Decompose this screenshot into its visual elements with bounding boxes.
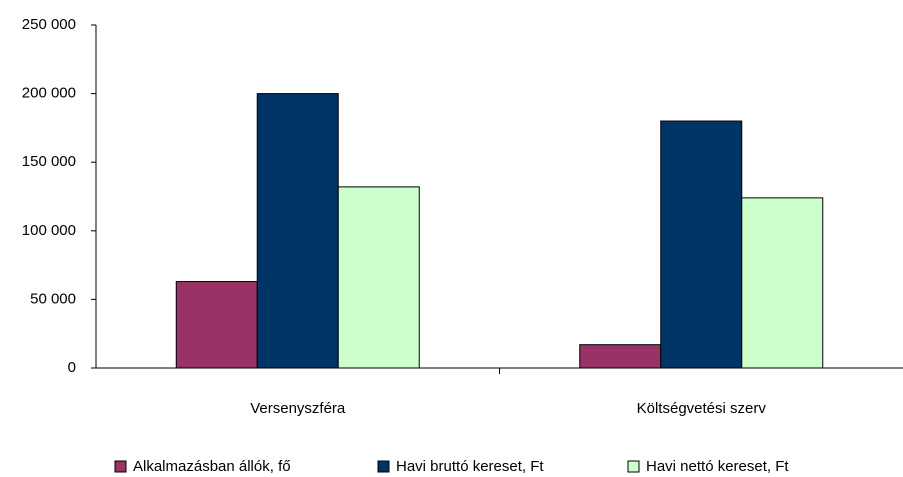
y-tick-label: 50 000 [30, 290, 76, 307]
bar [337, 186, 420, 369]
legend-swatch [377, 460, 390, 473]
x-tick-label: Versenyszféra [250, 400, 346, 417]
y-tick-label: 0 [68, 359, 76, 376]
y-tick-label: 250 000 [22, 16, 76, 33]
bar [175, 281, 258, 369]
bar [579, 344, 662, 369]
y-tick-label: 200 000 [22, 85, 76, 102]
bar [660, 120, 743, 369]
y-tick-label: 100 000 [22, 222, 76, 239]
bar [256, 93, 339, 369]
legend-label: Havi bruttó kereset, Ft [396, 458, 544, 475]
y-tick-label: 150 000 [22, 153, 76, 170]
legend-swatch [114, 460, 127, 473]
legend-swatch [627, 460, 640, 473]
legend-label: Alkalmazásban állók, fő [133, 458, 291, 475]
legend-label: Havi nettó kereset, Ft [646, 458, 789, 475]
bar [741, 197, 824, 369]
x-tick-label: Költségvetési szerv [637, 400, 767, 417]
